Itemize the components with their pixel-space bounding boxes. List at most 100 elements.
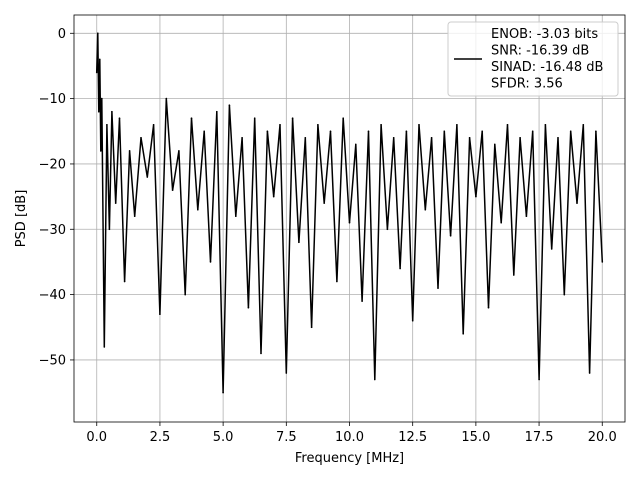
- psd-data-point: [171, 189, 174, 191]
- psd-data-point: [266, 130, 269, 133]
- legend-entry: SNR: -16.39 dB: [491, 44, 589, 59]
- x-tick-label: 15.0: [461, 430, 490, 445]
- psd-data-point: [519, 137, 521, 139]
- psd-data-point: [247, 306, 250, 309]
- psd-data-point: [103, 346, 106, 348]
- psd-data-point: [456, 124, 458, 126]
- psd-data-point: [178, 150, 180, 152]
- psd-data-point: [588, 372, 591, 374]
- x-tick-label: 20.0: [588, 430, 617, 445]
- psd-data-point: [399, 267, 401, 270]
- psd-data-point: [291, 117, 294, 119]
- legend-entry: ENOB: -3.03 bits: [491, 27, 598, 42]
- psd-data-point: [152, 124, 155, 126]
- y-tick-label: 0: [58, 27, 66, 42]
- psd-data-point: [361, 300, 363, 302]
- psd-data-point: [576, 202, 578, 204]
- psd-data-point: [550, 248, 553, 250]
- psd-data-point: [506, 124, 509, 126]
- psd-data-point: [123, 280, 126, 283]
- psd-data-point: [133, 215, 136, 217]
- psd-data-point: [197, 208, 199, 211]
- psd-data-point: [374, 378, 376, 381]
- psd-data-point: [411, 319, 414, 322]
- psd-data-point: [595, 130, 597, 133]
- y-tick-label: −10: [39, 92, 66, 107]
- y-tick-label: −40: [39, 288, 66, 303]
- psd-data-point: [481, 130, 484, 133]
- psd-data-point: [336, 280, 338, 283]
- psd-data-point: [99, 58, 101, 61]
- psd-data-point: [101, 97, 103, 100]
- y-tick-label: −50: [39, 353, 66, 368]
- psd-data-point: [367, 130, 370, 133]
- plot-area: [95, 32, 604, 394]
- legend-entry: SINAD: -16.48 dB: [491, 60, 603, 75]
- psd-data-point: [310, 326, 313, 329]
- psd-data-point: [348, 221, 351, 224]
- x-tick-label: 7.5: [276, 430, 297, 445]
- psd-data-point: [544, 124, 547, 126]
- psd-data-point: [563, 293, 566, 296]
- psd-data-point: [449, 235, 452, 237]
- psd-data-point: [159, 313, 161, 316]
- psd-data-point: [190, 117, 193, 119]
- psd-data-point: [513, 274, 515, 276]
- psd-data-point: [216, 110, 218, 113]
- x-axis-label: Frequency [MHz]: [295, 451, 404, 466]
- x-tick-label: 17.5: [525, 430, 554, 445]
- psd-data-point: [111, 110, 113, 113]
- psd-data-point: [235, 215, 237, 217]
- psd-data-point: [222, 391, 224, 394]
- psd-data-point: [538, 378, 540, 381]
- psd-data-point: [165, 97, 168, 100]
- psd-data-point: [285, 372, 288, 374]
- psd-data-point: [468, 137, 471, 139]
- x-tick-label: 12.5: [398, 430, 427, 445]
- psd-data-point: [184, 293, 186, 296]
- psd-data-point: [108, 228, 111, 231]
- psd-data-point: [323, 202, 326, 204]
- psd-data-point: [430, 137, 433, 139]
- psd-data-point: [228, 104, 231, 106]
- psd-data-point: [304, 137, 307, 139]
- psd-data-point: [95, 71, 98, 74]
- x-tick-label: 5.0: [213, 430, 234, 445]
- psd-data-point: [569, 130, 572, 133]
- psd-data-point: [317, 124, 319, 126]
- y-tick-label: −30: [39, 223, 66, 238]
- y-tick-label: −20: [39, 157, 66, 172]
- psd-data-point: [582, 124, 585, 126]
- psd-data-point: [494, 143, 496, 146]
- y-axis: 0 −10 −20 −30 −40 −50: [39, 27, 74, 368]
- psd-data-point: [601, 261, 604, 263]
- psd-data-point: [272, 195, 275, 198]
- psd-data-point: [342, 117, 345, 119]
- psd-data-point: [118, 117, 121, 119]
- psd-data-point: [253, 117, 256, 119]
- x-tick-label: 10.0: [335, 430, 364, 445]
- psd-data-point: [386, 228, 389, 231]
- psd-data-point: [106, 124, 108, 126]
- psd-data-point: [203, 130, 205, 133]
- psd-data-point: [525, 215, 528, 217]
- psd-data-point: [500, 221, 503, 224]
- psd-data-point: [128, 150, 131, 152]
- psd-data-point: [98, 110, 100, 113]
- psd-data-point: [355, 143, 357, 146]
- psd-data-point: [531, 130, 534, 133]
- psd-data-point: [475, 195, 477, 198]
- legend-entry: SFDR: 3.56: [491, 77, 563, 92]
- psd-data-point: [418, 124, 420, 126]
- x-tick-label: 0.0: [86, 430, 107, 445]
- psd-data-point: [557, 137, 559, 139]
- psd-data-point: [424, 208, 427, 211]
- psd-data-point: [329, 130, 332, 133]
- psd-data-point: [279, 124, 281, 126]
- psd-data-point: [140, 137, 142, 139]
- psd-data-point: [209, 261, 212, 263]
- psd-data-point: [405, 130, 408, 133]
- psd-data-point: [260, 352, 262, 355]
- psd-data-point: [298, 241, 300, 244]
